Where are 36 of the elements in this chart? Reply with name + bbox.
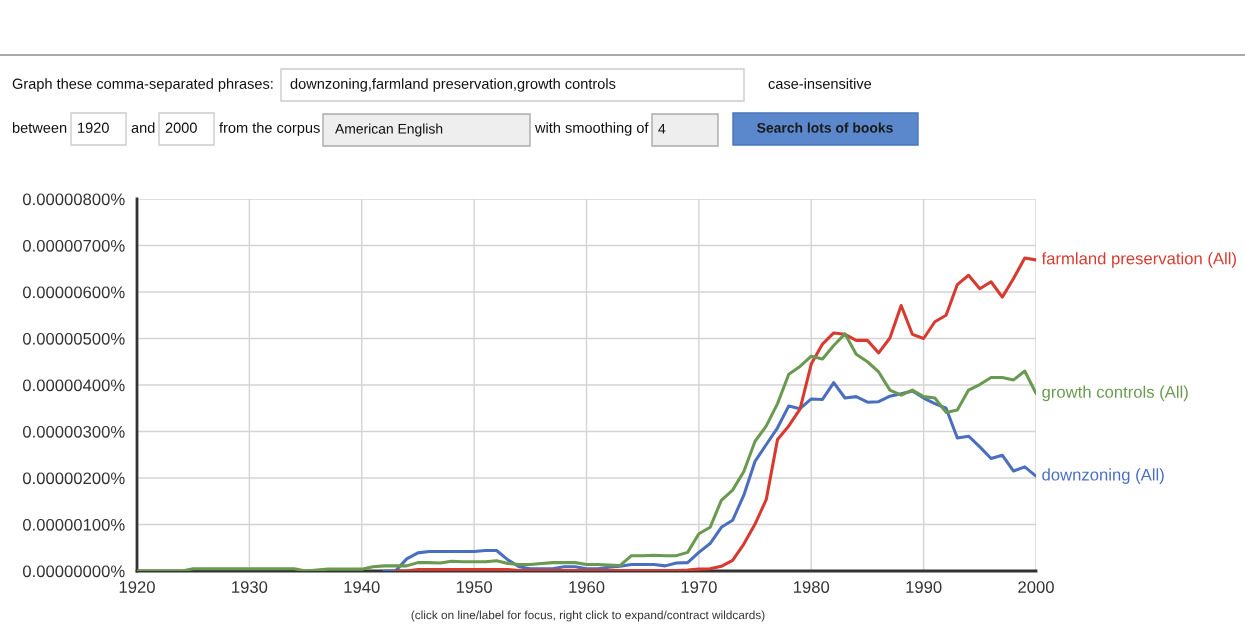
x-tick-label: 1920 <box>119 581 155 593</box>
x-tick-label: 1950 <box>456 581 493 593</box>
y-tick-label: 0.00000000% <box>22 565 125 578</box>
x-tick-label: 1970 <box>681 581 717 593</box>
text: 1920 <box>78 122 109 133</box>
y-tick-label: 0.00000500% <box>22 332 125 345</box>
text: downzoning,farmland preservation,growth controls <box>290 78 616 92</box>
x-tick-label: 1960 <box>569 581 605 593</box>
y-tick-label: 0.00000100% <box>22 518 125 531</box>
text: Search lots of books <box>757 122 893 133</box>
text: case-insensitive <box>768 78 872 89</box>
y-tick-label: 0.00000600% <box>22 286 125 299</box>
text: 4 <box>658 124 666 134</box>
text: 2000 <box>165 122 197 133</box>
text: between <box>12 122 67 133</box>
series-label: farmland preservation (All) <box>1041 252 1236 268</box>
y-tick-label: 0.00000300% <box>22 425 125 438</box>
y-tick-label: 0.00000400% <box>22 379 125 392</box>
x-tick-label: 1930 <box>232 581 268 593</box>
text: and <box>131 122 155 133</box>
x-tick-label: 1980 <box>793 581 830 593</box>
text: American English <box>335 123 443 137</box>
x-tick-label: 1990 <box>906 581 942 593</box>
x-tick-label: 1940 <box>344 581 380 593</box>
y-tick-label: 0.00000200% <box>22 472 125 485</box>
text: with smoothing of <box>534 122 649 136</box>
line-series <box>382 381 1036 571</box>
series-label: downzoning (All) <box>1042 468 1164 484</box>
text: from the corpus <box>219 122 320 136</box>
y-tick-label: 0.00000700% <box>22 239 125 252</box>
series-label: growth controls (All) <box>1042 385 1188 402</box>
x-tick-label: 2000 <box>1018 581 1054 593</box>
text: (click on line/label for focus, right click to expand/contract wildcards) <box>411 610 765 622</box>
line-series <box>393 256 1036 571</box>
y-tick-label: 0.00000800% <box>22 193 125 206</box>
text: Graph these comma-separated phrases: <box>12 78 273 92</box>
